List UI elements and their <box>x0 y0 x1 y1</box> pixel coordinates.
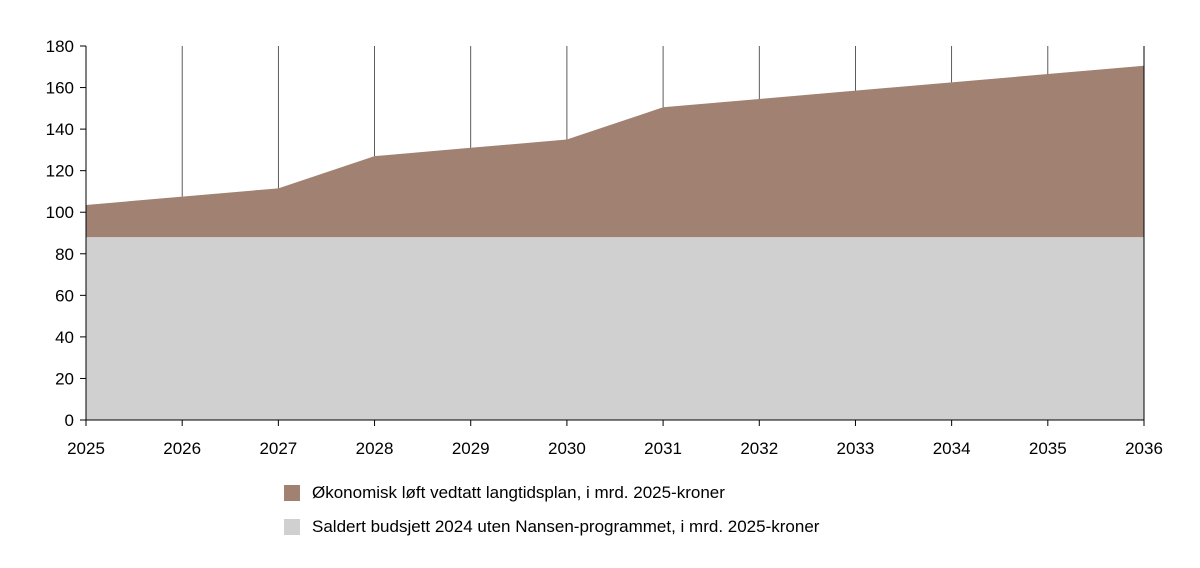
x-tick-label-2031: 2031 <box>644 439 682 458</box>
legend-item-saldert-budsjett: Saldert budsjett 2024 uten Nansen-progra… <box>284 510 819 544</box>
x-tick-label-2034: 2034 <box>933 439 971 458</box>
y-tick-label-100: 100 <box>46 203 74 222</box>
legend-item-okonomisk-loft: Økonomisk løft vedtatt langtidsplan, i m… <box>284 476 819 510</box>
area-okonomisk-loft <box>86 65 1144 238</box>
y-tick-label-140: 140 <box>46 120 74 139</box>
legend: Økonomisk løft vedtatt langtidsplan, i m… <box>284 476 819 544</box>
area-saldert-budsjett <box>86 237 1144 420</box>
y-tick-label-20: 20 <box>55 369 74 388</box>
y-tick-label-160: 160 <box>46 79 74 98</box>
x-tick-label-2028: 2028 <box>356 439 394 458</box>
x-tick-label-2032: 2032 <box>740 439 778 458</box>
y-tick-label-60: 60 <box>55 286 74 305</box>
x-tick-label-2025: 2025 <box>67 439 105 458</box>
legend-swatch-okonomisk-loft <box>284 485 300 501</box>
y-tick-label-40: 40 <box>55 328 74 347</box>
x-tick-label-2035: 2035 <box>1029 439 1067 458</box>
x-tick-label-2036: 2036 <box>1125 439 1163 458</box>
y-tick-label-120: 120 <box>46 162 74 181</box>
legend-label-okonomisk-loft: Økonomisk løft vedtatt langtidsplan, i m… <box>312 483 725 502</box>
area-chart: 0 20 40 60 80 100 120 140 160 180 2025 2026 2027 2028… <box>46 37 1163 458</box>
y-tick-label-0: 0 <box>65 411 74 430</box>
x-tick-label-2029: 2029 <box>452 439 490 458</box>
y-tick-label-180: 180 <box>46 37 74 56</box>
x-tick-label-2030: 2030 <box>548 439 586 458</box>
legend-label-saldert-budsjett: Saldert budsjett 2024 uten Nansen-progra… <box>312 517 820 536</box>
x-tick-label-2026: 2026 <box>163 439 201 458</box>
legend-swatch-saldert-budsjett <box>284 519 300 535</box>
y-tick-label-80: 80 <box>55 245 74 264</box>
x-tick-label-2027: 2027 <box>259 439 297 458</box>
x-tick-label-2033: 2033 <box>837 439 875 458</box>
